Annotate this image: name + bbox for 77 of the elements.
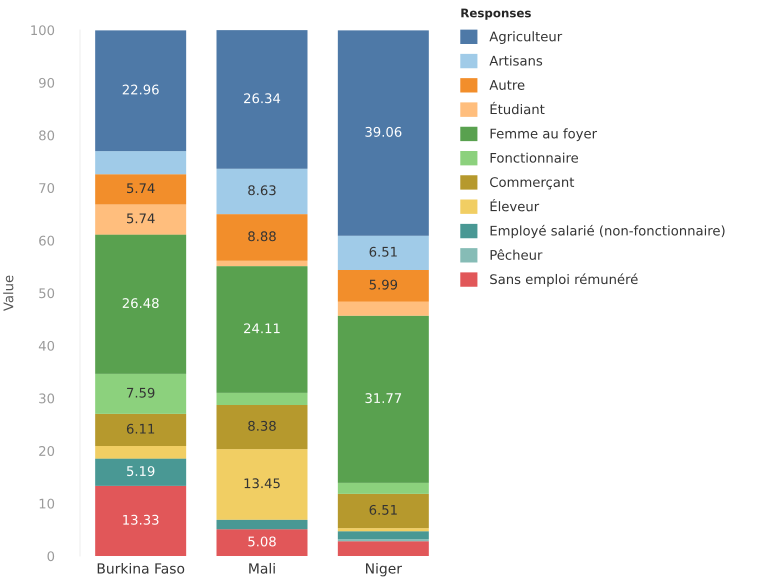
- x-tick-label: Niger: [366, 562, 402, 576]
- data-label: 5.08: [248, 536, 276, 546]
- data-label: 7.59: [127, 388, 154, 398]
- legend-label: Pêcheur: [490, 249, 542, 260]
- data-label: 13.45: [244, 478, 280, 488]
- bar: [338, 541, 429, 556]
- bar: [338, 316, 429, 483]
- bar: [216, 529, 308, 556]
- bar: [216, 214, 308, 261]
- bar: [95, 486, 186, 556]
- bar: [338, 236, 429, 270]
- bar: [216, 260, 308, 266]
- data-label: 5.74: [126, 183, 155, 194]
- bar: [95, 151, 186, 174]
- legend-label: Étudiant: [490, 102, 545, 114]
- legend-label: Fonctionnaire: [490, 152, 578, 163]
- legend-label: Éleveur: [490, 198, 540, 212]
- bar: [95, 174, 186, 204]
- bar: [338, 270, 429, 302]
- data-label: 8.63: [248, 185, 276, 196]
- bar: [216, 266, 308, 393]
- data-label: 8.38: [248, 420, 276, 431]
- y-axis-title: Value: [3, 276, 14, 312]
- bar: [338, 531, 429, 540]
- x-tick-label: Burkina Faso: [98, 562, 184, 574]
- bar: [216, 520, 308, 530]
- y-tick-label: 40: [38, 340, 54, 351]
- legend-label: Artisans: [489, 55, 542, 66]
- data-label: 8.88: [248, 231, 276, 242]
- bar: [338, 302, 429, 316]
- y-tick-label: 50: [39, 288, 54, 298]
- data-label: 22.96: [122, 84, 159, 95]
- legend-label: Agriculteur: [489, 31, 562, 44]
- legend-label: Sans emploi rémunéré: [490, 273, 638, 287]
- y-tick-label: 10: [40, 498, 54, 509]
- y-tick-label: 0: [47, 551, 54, 562]
- y-tick-label: 60: [39, 236, 54, 246]
- x-tick-label: Mali: [249, 562, 275, 574]
- data-label: 26.48: [122, 298, 159, 308]
- data-label: 5.99: [370, 280, 398, 290]
- bar: [95, 234, 186, 374]
- data-label: 31.77: [365, 393, 402, 404]
- legend-label: Employé salarié (non-fonctionnaire): [490, 224, 725, 238]
- bar: [338, 528, 429, 532]
- y-tick-label: 100: [31, 25, 54, 36]
- bar: [95, 414, 186, 446]
- bar: [95, 374, 186, 414]
- bar: [216, 449, 308, 520]
- bar: [95, 446, 186, 459]
- bar: [338, 30, 429, 236]
- data-label: 26.34: [244, 93, 280, 104]
- bar: [216, 30, 308, 169]
- legend-title: Responses: [461, 8, 531, 20]
- bar: [216, 404, 308, 450]
- data-label: 13.33: [123, 514, 158, 525]
- legend-label: Commerçant: [490, 177, 574, 190]
- data-label: 6.51: [370, 246, 397, 257]
- y-tick-label: 90: [39, 78, 54, 88]
- y-tick-label: 30: [39, 393, 54, 404]
- data-label: 5.19: [126, 466, 154, 476]
- data-label: 6.11: [126, 424, 154, 434]
- bar: [338, 482, 429, 494]
- bar: [95, 458, 186, 486]
- bar: [216, 392, 308, 405]
- data-label: 24.11: [244, 323, 280, 334]
- y-tick-label: 20: [39, 446, 54, 456]
- legend-label: Autre: [489, 80, 524, 90]
- bar: [95, 204, 186, 235]
- legend-label: Femme au foyer: [490, 128, 598, 142]
- bar: [338, 494, 429, 528]
- data-label: 5.74: [126, 214, 155, 224]
- y-tick-label: 70: [39, 183, 54, 193]
- bar: [216, 168, 308, 214]
- data-label: 6.51: [370, 504, 397, 515]
- y-tick-label: 80: [39, 130, 54, 140]
- bar: [95, 30, 186, 152]
- data-label: 39.06: [365, 126, 402, 137]
